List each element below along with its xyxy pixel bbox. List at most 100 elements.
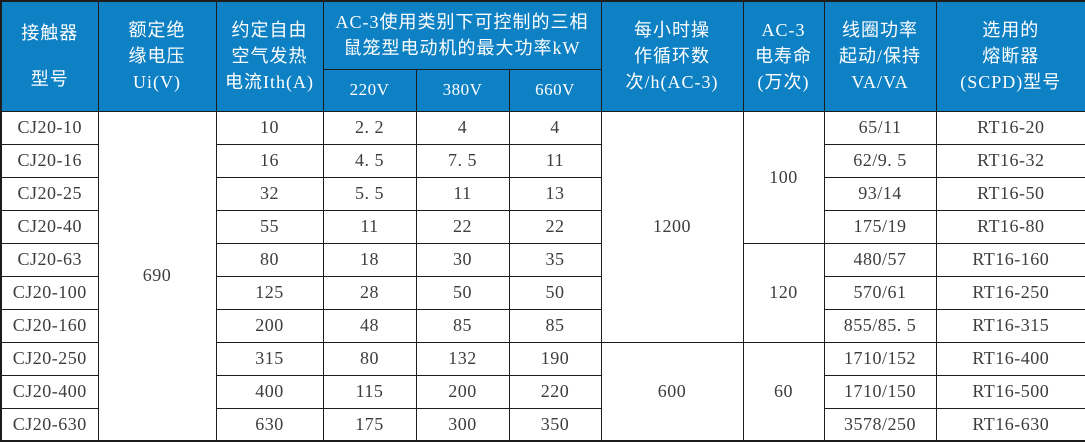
table-row: CJ20-160 200 48 85 85 855/85. 5 RT16-315 — [0, 308, 1085, 343]
col-header-thermal-current: 约定自由 空气发热 电流Ith(A) — [215, 0, 324, 112]
cell-coil: 175/19 — [823, 209, 937, 244]
cell-p660: 50 — [508, 275, 602, 310]
cell-life: 100 — [742, 110, 825, 244]
col-header-ac3-max-power: AC-3使用类别下可控制的三相 鼠笼型电动机的最大功率kW — [322, 0, 602, 70]
col-header-contactor-model: 接触器 型号 — [0, 0, 99, 112]
cell-p220: 5. 5 — [322, 176, 417, 211]
cell-fuse: RT16-20 — [935, 110, 1085, 145]
cell-model: CJ20-16 — [0, 143, 99, 178]
cell-p660: 220 — [508, 374, 602, 409]
cell-model: CJ20-160 — [0, 308, 99, 343]
cell-ith: 55 — [215, 209, 324, 244]
cell-coil: 62/9. 5 — [823, 143, 937, 178]
cell-p380: 300 — [415, 407, 510, 442]
cell-p220: 175 — [322, 407, 417, 442]
col-header-fuse-model: 选用的 熔断器 (SCPD)型号 — [935, 0, 1085, 112]
cell-fuse: RT16-50 — [935, 176, 1085, 211]
cell-coil: 570/61 — [823, 275, 937, 310]
cell-coil: 3578/250 — [823, 407, 937, 442]
cell-p220: 2. 2 — [322, 110, 417, 145]
cell-p220: 115 — [322, 374, 417, 409]
cell-p380: 4 — [415, 110, 510, 145]
cell-ith: 80 — [215, 242, 324, 277]
cell-ith: 16 — [215, 143, 324, 178]
col-header-220v: 220V — [322, 68, 417, 112]
cell-p660: 13 — [508, 176, 602, 211]
cell-p660: 350 — [508, 407, 602, 442]
table-row: CJ20-400 400 115 200 220 1710/150 RT16-5… — [0, 374, 1085, 409]
cell-life: 120 — [742, 242, 825, 343]
header-line: (万次) — [757, 72, 810, 93]
cell-ith: 10 — [215, 110, 324, 145]
cell-model: CJ20-40 — [0, 209, 99, 244]
header-line: 空气发热 — [231, 46, 308, 67]
header-line: 鼠笼型电动机的最大功率kW — [343, 38, 581, 59]
cell-p380: 85 — [415, 308, 510, 343]
table-row: CJ20-10 690 10 2. 2 4 4 1200 100 65/11 R… — [0, 110, 1085, 442]
cell-model: CJ20-25 — [0, 176, 99, 211]
header-line: 熔断器 — [982, 46, 1040, 67]
cell-p220: 4. 5 — [322, 143, 417, 178]
cell-p660: 85 — [508, 308, 602, 343]
header-line: (SCPD)型号 — [960, 72, 1062, 93]
header-line: Ui(V) — [133, 72, 181, 93]
header-line: 额定绝 — [128, 20, 186, 41]
cell-coil: 1710/152 — [823, 341, 937, 376]
header-line: 每小时操 — [634, 20, 711, 41]
col-header-electrical-life: AC-3 电寿命 (万次) — [742, 0, 825, 112]
cell-p380: 50 — [415, 275, 510, 310]
cell-fuse: RT16-80 — [935, 209, 1085, 244]
header-line: 缘电压 — [128, 46, 186, 67]
cell-coil: 480/57 — [823, 242, 937, 277]
col-header-660v: 660V — [508, 68, 602, 112]
cell-model: CJ20-250 — [0, 341, 99, 376]
table-row: CJ20-25 32 5. 5 11 13 93/14 RT16-50 — [0, 176, 1085, 211]
cell-p380: 11 — [415, 176, 510, 211]
cell-p380: 200 — [415, 374, 510, 409]
cell-fuse: RT16-400 — [935, 341, 1085, 376]
col-header-insulation-voltage: 额定绝 缘电压 Ui(V) — [97, 0, 217, 112]
cell-fuse: RT16-630 — [935, 407, 1085, 442]
cell-fuse: RT16-160 — [935, 242, 1085, 277]
header-line: AC-3使用类别下可控制的三相 — [335, 12, 589, 33]
cell-p380: 30 — [415, 242, 510, 277]
header-row-voltages: 220V 380V 660V — [1, 68, 1085, 112]
table-body: CJ20-10 690 10 2. 2 4 4 1200 100 65/11 R… — [0, 110, 1085, 442]
col-header-380v: 380V — [415, 68, 510, 112]
table-row: CJ20-250 315 80 132 190 600 60 1710/152 … — [0, 341, 1085, 442]
cell-cycles: 600 — [600, 341, 744, 442]
table-row: CJ20-630 630 175 300 350 3578/250 RT16-6… — [0, 407, 1085, 442]
header-line: 线圈功率 — [842, 20, 919, 41]
header-line: 电流Ith(A) — [225, 72, 314, 93]
cell-p660: 35 — [508, 242, 602, 277]
cell-p380: 132 — [415, 341, 510, 376]
cell-p660: 11 — [508, 143, 602, 178]
cell-model: CJ20-400 — [0, 374, 99, 409]
header-line: 选用的 — [982, 20, 1040, 41]
cell-insulation-voltage: 690 — [97, 110, 217, 442]
table-row: CJ20-100 125 28 50 50 570/61 RT16-250 — [0, 275, 1085, 310]
header-line: 次/h(AC-3) — [625, 72, 719, 93]
cell-ith: 315 — [215, 341, 324, 376]
cell-ith: 200 — [215, 308, 324, 343]
cell-coil: 93/14 — [823, 176, 937, 211]
header-line: 约定自由 — [231, 20, 308, 41]
cell-ith: 32 — [215, 176, 324, 211]
cell-p220: 11 — [322, 209, 417, 244]
header-line: 作循环数 — [634, 46, 711, 67]
cell-p660: 22 — [508, 209, 602, 244]
cell-fuse: RT16-315 — [935, 308, 1085, 343]
cell-fuse: RT16-500 — [935, 374, 1085, 409]
cell-ith: 630 — [215, 407, 324, 442]
header-line: 起动/保持 — [839, 46, 922, 67]
cell-p220: 48 — [322, 308, 417, 343]
cell-ith: 400 — [215, 374, 324, 409]
cell-coil: 65/11 — [823, 110, 937, 145]
cell-ith: 125 — [215, 275, 324, 310]
cell-fuse: RT16-250 — [935, 275, 1085, 310]
cell-p380: 7. 5 — [415, 143, 510, 178]
cell-p660: 4 — [508, 110, 602, 145]
cell-coil: 855/85. 5 — [823, 308, 937, 343]
